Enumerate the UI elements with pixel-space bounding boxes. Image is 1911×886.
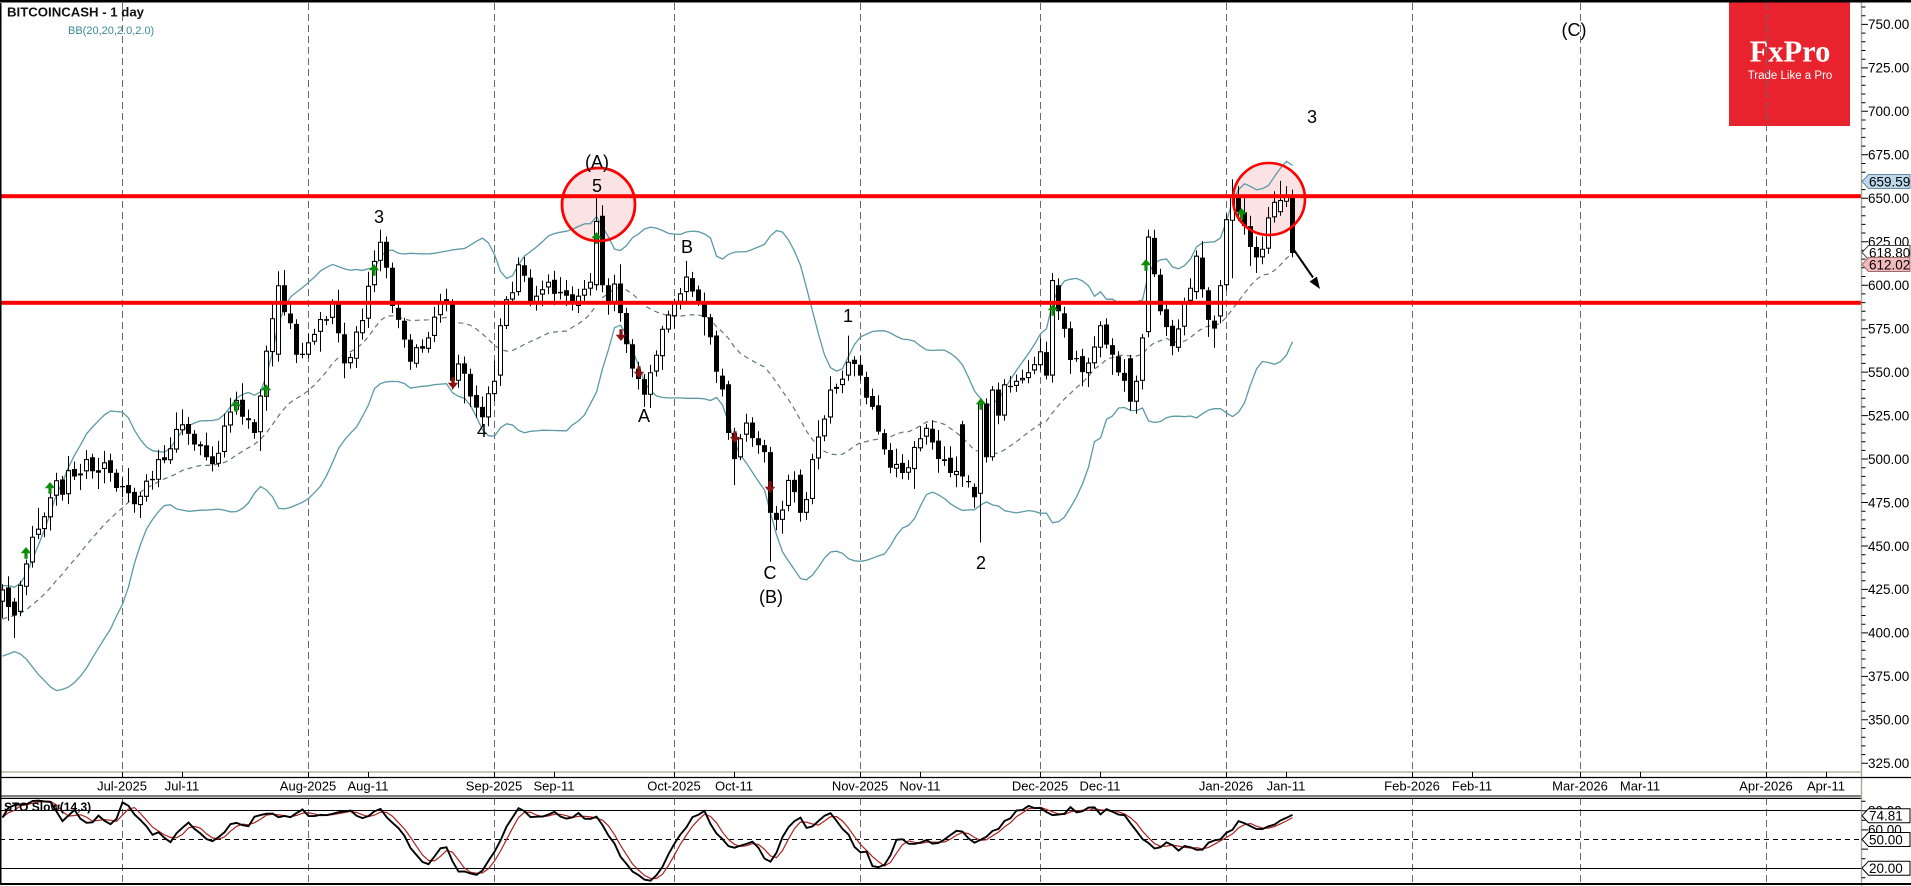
svg-text:1: 1 [843, 306, 853, 326]
svg-text:Dec-11: Dec-11 [1080, 779, 1121, 794]
svg-text:Sep-2025: Sep-2025 [466, 779, 522, 794]
svg-text:5: 5 [592, 176, 602, 196]
svg-text:2: 2 [976, 553, 986, 573]
svg-text:Oct-11: Oct-11 [715, 779, 753, 794]
svg-text:675.00: 675.00 [1868, 148, 1909, 163]
svg-text:BITCOINCASH - 1 day: BITCOINCASH - 1 day [7, 5, 145, 20]
svg-text:Nov-2025: Nov-2025 [832, 779, 888, 794]
svg-text:Apr-2026: Apr-2026 [1739, 779, 1792, 794]
svg-text:550.00: 550.00 [1868, 365, 1909, 380]
svg-text:475.00: 475.00 [1868, 495, 1909, 510]
svg-text:STO Slow(14,3): STO Slow(14,3) [4, 800, 91, 814]
svg-text:450.00: 450.00 [1868, 539, 1909, 554]
svg-text:A: A [638, 406, 650, 426]
svg-text:650.00: 650.00 [1868, 191, 1909, 206]
svg-text:Jul-11: Jul-11 [165, 779, 199, 794]
svg-text:Jul-2025: Jul-2025 [97, 779, 147, 794]
svg-text:Nov-11: Nov-11 [900, 779, 941, 794]
svg-text:Trade Like a Pro: Trade Like a Pro [1748, 70, 1833, 82]
svg-text:Aug-11: Aug-11 [348, 779, 389, 794]
svg-text:750.00: 750.00 [1868, 17, 1909, 32]
svg-text:525.00: 525.00 [1868, 408, 1909, 423]
svg-text:Jan-2026: Jan-2026 [1199, 779, 1253, 794]
svg-text:B: B [681, 237, 693, 257]
svg-text:C: C [764, 563, 777, 583]
svg-text:375.00: 375.00 [1868, 669, 1909, 684]
svg-text:4: 4 [477, 421, 487, 441]
svg-text:Feb-2026: Feb-2026 [1384, 779, 1440, 794]
svg-text:74.81: 74.81 [1869, 809, 1903, 824]
svg-text:618.80: 618.80 [1869, 245, 1910, 260]
svg-text:20.00: 20.00 [1869, 861, 1903, 876]
svg-text:Mar-2026: Mar-2026 [1552, 779, 1608, 794]
svg-text:Mar-11: Mar-11 [1620, 779, 1660, 794]
svg-text:Apr-11: Apr-11 [1807, 779, 1845, 794]
svg-text:Jan-11: Jan-11 [1267, 779, 1306, 794]
svg-text:500.00: 500.00 [1868, 452, 1909, 467]
svg-text:Sep-11: Sep-11 [534, 779, 575, 794]
svg-text:BB(20,20,2.0,2.0): BB(20,20,2.0,2.0) [68, 25, 154, 37]
svg-text:(A): (A) [585, 152, 609, 172]
svg-text:700.00: 700.00 [1868, 104, 1909, 119]
svg-text:3: 3 [374, 207, 384, 227]
svg-text:3: 3 [1307, 107, 1317, 127]
svg-text:725.00: 725.00 [1868, 61, 1909, 76]
svg-text:575.00: 575.00 [1868, 322, 1909, 337]
svg-text:612.02: 612.02 [1869, 257, 1910, 272]
svg-text:(B): (B) [759, 587, 783, 607]
svg-text:Aug-2025: Aug-2025 [280, 779, 336, 794]
svg-text:400.00: 400.00 [1868, 626, 1909, 641]
svg-text:325.00: 325.00 [1868, 756, 1909, 771]
svg-text:Dec-2025: Dec-2025 [1012, 779, 1068, 794]
svg-text:659.59: 659.59 [1869, 174, 1910, 189]
svg-text:Feb-11: Feb-11 [1452, 779, 1492, 794]
svg-text:(C): (C) [1562, 20, 1587, 40]
svg-text:Oct-2025: Oct-2025 [647, 779, 700, 794]
svg-text:50.00: 50.00 [1869, 832, 1903, 847]
svg-text:350.00: 350.00 [1868, 713, 1909, 728]
svg-text:600.00: 600.00 [1868, 278, 1909, 293]
svg-text:425.00: 425.00 [1868, 582, 1909, 597]
svg-text:FxPro: FxPro [1750, 35, 1831, 69]
